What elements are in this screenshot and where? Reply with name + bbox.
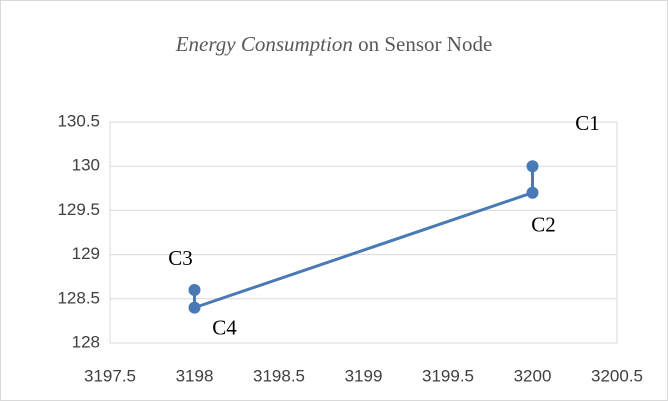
- x-tick-label: 3198: [176, 366, 214, 385]
- series-line: [193, 166, 534, 310]
- y-tick-label: 128: [72, 332, 100, 351]
- x-tick-label: 3197.5: [84, 366, 136, 385]
- x-tick-label: 3200: [514, 366, 552, 385]
- title-italic: Energy Consumption: [175, 32, 353, 56]
- point-marker: [526, 160, 539, 173]
- y-tick-label: 130: [72, 156, 100, 175]
- plot-frame: [109, 121, 618, 344]
- y-tick-label: 128.5: [57, 288, 100, 307]
- y-tick-label: 129.5: [57, 200, 100, 219]
- x-tick-label: 3200.5: [591, 366, 643, 385]
- y-tick-label: 129: [72, 244, 100, 263]
- point-label: C2: [531, 213, 556, 237]
- title-rest: on Sensor Node: [358, 32, 492, 56]
- point-marker: [188, 301, 201, 314]
- point-label: C3: [168, 246, 193, 270]
- point-marker: [188, 283, 201, 296]
- x-tick-label: 3199.5: [422, 366, 474, 385]
- point-label: C1: [575, 111, 600, 135]
- point-marker: [526, 186, 539, 199]
- x-tick-label: 3199: [345, 366, 383, 385]
- y-tick-label: 130.5: [57, 111, 100, 130]
- chart-title: Energy Consumption on Sensor Node: [175, 32, 493, 56]
- x-tick-label: 3198.5: [253, 366, 305, 385]
- point-label: C4: [212, 315, 237, 339]
